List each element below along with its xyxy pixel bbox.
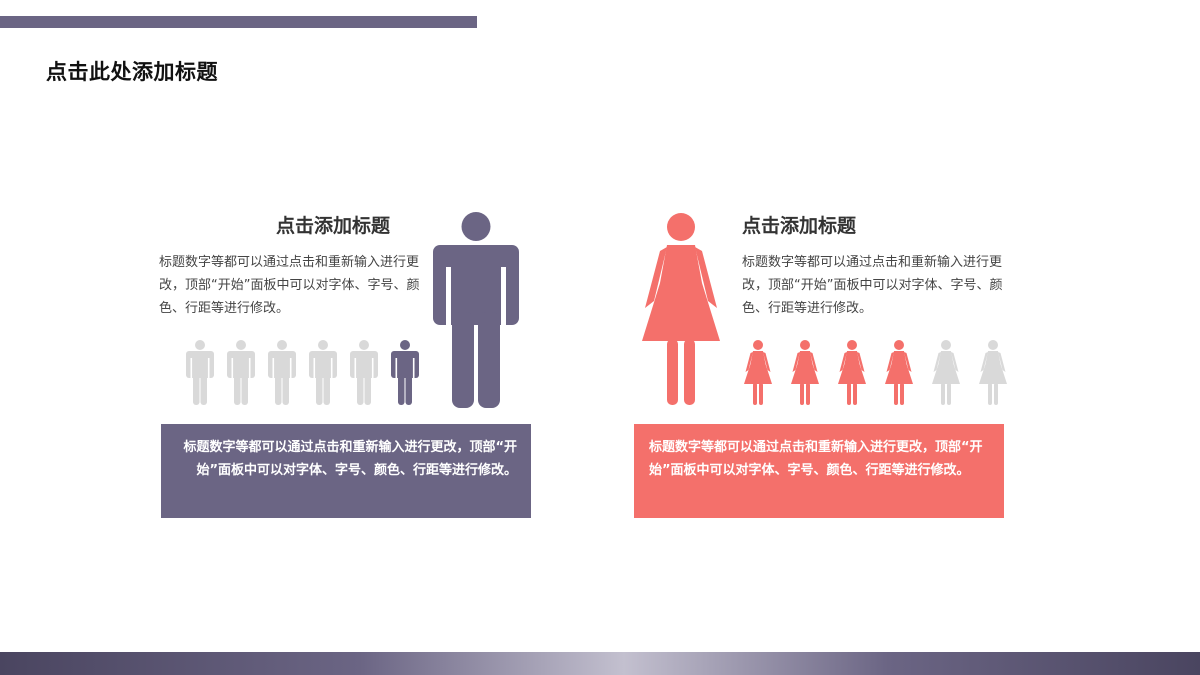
female-person-icon bbox=[642, 213, 720, 405]
top-accent-bar bbox=[0, 16, 477, 28]
female-person-small-4-icon bbox=[885, 340, 913, 405]
male-person-small-6-icon bbox=[391, 340, 419, 405]
slide-title: 点击此处添加标题 bbox=[46, 60, 218, 84]
male-section-description: 标题数字等都可以通过点击和重新输入进行更改，顶部“开始”面板中可以对字体、字号、… bbox=[159, 255, 420, 316]
male-person-icon bbox=[433, 212, 519, 408]
male-section-title: 点击添加标题 bbox=[276, 215, 391, 237]
male-person-small-5-icon bbox=[350, 340, 378, 405]
female-person-small-6-icon bbox=[979, 340, 1007, 405]
bottom-accent-bar bbox=[0, 652, 1200, 675]
male-person-small-4-icon bbox=[309, 340, 337, 405]
female-info-box: 标题数字等都可以通过点击和重新输入进行更改，顶部“开始”面板中可以对字体、字号、… bbox=[634, 424, 1004, 518]
female-section-description: 标题数字等都可以通过点击和重新输入进行更改，顶部“开始”面板中可以对字体、字号、… bbox=[742, 255, 1003, 316]
female-person-small-3-icon bbox=[838, 340, 866, 405]
male-person-small-1-icon bbox=[186, 340, 214, 405]
male-info-box: 标题数字等都可以通过点击和重新输入进行更改，顶部“开始”面板中可以对字体、字号、… bbox=[161, 424, 531, 518]
female-person-small-5-icon bbox=[932, 340, 960, 405]
male-person-small-2-icon bbox=[227, 340, 255, 405]
female-person-small-2-icon bbox=[791, 340, 819, 405]
female-section-title: 点击添加标题 bbox=[742, 215, 857, 237]
male-person-small-3-icon bbox=[268, 340, 296, 405]
female-person-small-1-icon bbox=[744, 340, 772, 405]
